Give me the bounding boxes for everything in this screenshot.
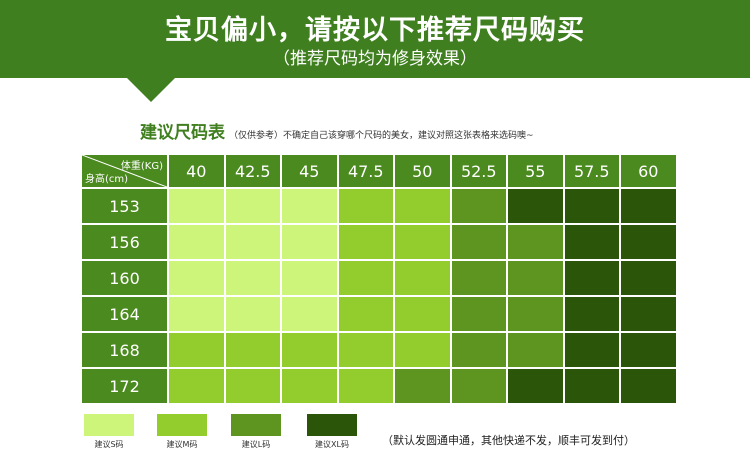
height-header: 160 <box>82 261 167 295</box>
size-cell <box>169 189 224 223</box>
legend-label: 建议XL码 <box>315 440 349 449</box>
size-cell <box>621 369 676 403</box>
size-cell <box>451 333 506 367</box>
weight-header: 47.5 <box>338 155 393 187</box>
height-header: 172 <box>82 369 167 403</box>
size-cell <box>225 225 280 259</box>
weight-header: 40 <box>169 155 224 187</box>
size-cell <box>621 189 676 223</box>
size-cell <box>282 297 337 331</box>
size-cell <box>338 261 393 295</box>
size-cell <box>395 189 450 223</box>
size-cell <box>282 261 337 295</box>
height-header: 156 <box>82 225 167 259</box>
legend-swatch <box>231 414 281 436</box>
legend-item: 建议L码 <box>231 414 281 450</box>
size-cell <box>338 189 393 223</box>
size-cell <box>225 189 280 223</box>
weight-header: 55 <box>508 155 563 187</box>
size-cell <box>338 225 393 259</box>
size-cell <box>564 189 619 223</box>
legend-label: 建议S码 <box>94 440 124 449</box>
weight-header: 52.5 <box>451 155 506 187</box>
banner-subtitle: （推荐尺码均为修身效果） <box>273 49 477 69</box>
weight-header: 50 <box>395 155 450 187</box>
height-header: 164 <box>82 297 167 331</box>
size-cell <box>451 261 506 295</box>
size-cell <box>621 225 676 259</box>
size-cell <box>621 297 676 331</box>
section-note: （仅供参考）不确定自己该穿哪个尺码的美女，建议对照这张表格来选码噢~ <box>229 131 534 141</box>
legend-label: 建议M码 <box>166 440 198 449</box>
size-cell <box>395 225 450 259</box>
legend-swatch <box>84 414 134 436</box>
shipping-note: （默认发圆通申通，其他快递不发，顺丰可发到付） <box>382 434 635 447</box>
size-cell <box>395 369 450 403</box>
legend-label: 建议L码 <box>241 440 271 449</box>
corner-header: 体重(KG) 身高(cm) <box>82 155 167 187</box>
height-header: 153 <box>82 189 167 223</box>
size-cell <box>451 189 506 223</box>
size-cell <box>508 297 563 331</box>
size-cell <box>225 369 280 403</box>
size-cell <box>508 261 563 295</box>
size-cell <box>338 333 393 367</box>
weight-header: 60 <box>621 155 676 187</box>
size-cell <box>169 333 224 367</box>
banner-title: 宝贝偏小，请按以下推荐尺码购买 <box>165 15 585 46</box>
size-cell <box>169 261 224 295</box>
size-cell <box>564 333 619 367</box>
size-cell <box>395 297 450 331</box>
legend-item: 建议XL码 <box>307 414 357 450</box>
size-cell <box>621 261 676 295</box>
size-cell <box>508 333 563 367</box>
size-cell <box>564 261 619 295</box>
section-header: 建议尺码表 （仅供参考）不确定自己该穿哪个尺码的美女，建议对照这张表格来选码噢~ <box>140 118 534 143</box>
weight-header: 42.5 <box>225 155 280 187</box>
corner-height-label: 身高(cm) <box>85 174 129 185</box>
legend-swatch <box>307 414 357 436</box>
size-cell <box>338 297 393 331</box>
corner-weight-label: 体重(KG) <box>120 161 163 172</box>
size-cell <box>169 297 224 331</box>
size-cell <box>395 333 450 367</box>
height-header: 168 <box>82 333 167 367</box>
size-cell <box>338 369 393 403</box>
size-cell <box>451 225 506 259</box>
size-cell <box>225 261 280 295</box>
banner-pointer <box>125 76 177 102</box>
size-cell <box>282 333 337 367</box>
section-title: 建议尺码表 <box>140 123 225 143</box>
size-cell <box>564 225 619 259</box>
weight-header: 57.5 <box>564 155 619 187</box>
legend-item: 建议M码 <box>157 414 207 450</box>
size-cell <box>508 225 563 259</box>
size-cell <box>564 369 619 403</box>
title-banner: 宝贝偏小，请按以下推荐尺码购买 （推荐尺码均为修身效果） <box>0 0 750 78</box>
size-cell <box>169 225 224 259</box>
legend-swatch <box>157 414 207 436</box>
size-cell <box>564 297 619 331</box>
size-cell <box>395 261 450 295</box>
size-cell <box>508 189 563 223</box>
size-cell <box>225 333 280 367</box>
size-cell <box>169 369 224 403</box>
size-cell <box>508 369 563 403</box>
size-cell <box>451 297 506 331</box>
size-cell <box>451 369 506 403</box>
legend-item: 建议S码 <box>84 414 134 450</box>
size-cell <box>282 369 337 403</box>
size-cell <box>225 297 280 331</box>
weight-header: 45 <box>282 155 337 187</box>
size-cell <box>621 333 676 367</box>
size-cell <box>282 189 337 223</box>
size-cell <box>282 225 337 259</box>
